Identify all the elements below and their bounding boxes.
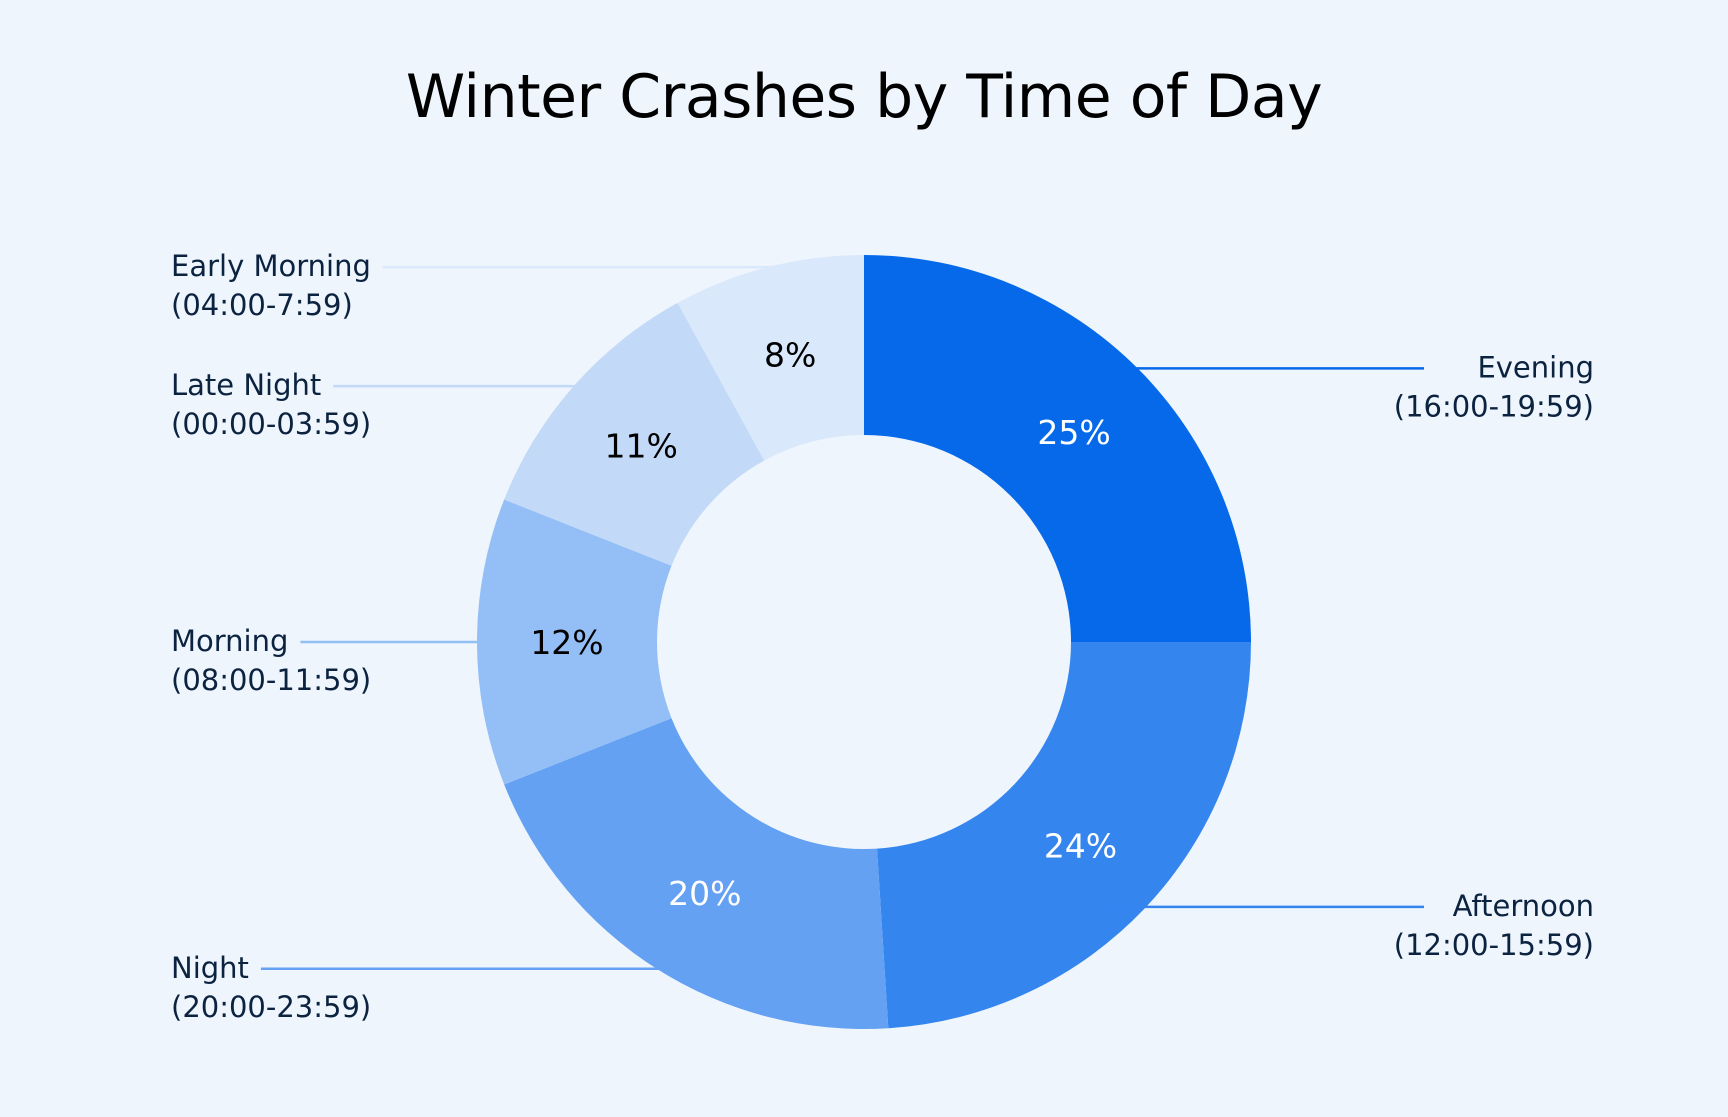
- category-range-evening: (16:00-19:59): [1394, 389, 1594, 423]
- category-name-morning: Morning: [171, 624, 288, 658]
- category-label-late-night: Late Night (00:00-03:59): [171, 368, 371, 441]
- category-name-early-morning: Early Morning: [171, 249, 371, 283]
- slice-evening: [864, 255, 1251, 642]
- percent-label-early-morning: 8%: [764, 335, 816, 374]
- category-range-early-morning: (04:00-7:59): [171, 288, 353, 322]
- category-labels-layer: Evening (16:00-19:59) Afternoon (12:00-15:5…: [171, 249, 1594, 1024]
- percent-label-late-night: 11%: [605, 427, 678, 466]
- category-name-night: Night: [171, 951, 249, 985]
- category-label-early-morning: Early Morning (04:00-7:59): [171, 249, 371, 322]
- leader-lines-layer: [260, 265, 1424, 971]
- category-label-afternoon: Afternoon (12:00-15:59): [1394, 889, 1594, 962]
- percent-label-night: 20%: [668, 874, 741, 913]
- slice-morning: [477, 499, 672, 785]
- slice-late-night: [504, 302, 765, 566]
- category-label-morning: Morning (08:00-11:59): [171, 624, 371, 697]
- category-name-late-night: Late Night: [171, 368, 321, 402]
- percent-label-morning: 12%: [530, 623, 603, 662]
- category-label-evening: Evening (16:00-19:59): [1394, 350, 1594, 423]
- percent-labels-layer: 25% 24% 20% 12% 11% 8%: [530, 335, 1117, 912]
- category-range-late-night: (00:00-03:59): [171, 407, 371, 441]
- slice-afternoon: [876, 642, 1251, 1029]
- category-range-morning: (08:00-11:59): [171, 663, 371, 697]
- slice-early-morning: [677, 255, 864, 461]
- percent-label-afternoon: 24%: [1044, 826, 1117, 865]
- chart-title: Winter Crashes by Time of Day: [405, 62, 1323, 132]
- slices-layer: [477, 255, 1251, 1029]
- category-range-night: (20:00-23:59): [171, 990, 371, 1024]
- category-name-afternoon: Afternoon: [1453, 889, 1594, 923]
- category-range-afternoon: (12:00-15:59): [1394, 928, 1594, 962]
- category-label-night: Night (20:00-23:59): [171, 951, 371, 1024]
- category-name-evening: Evening: [1477, 350, 1594, 384]
- percent-label-evening: 25%: [1037, 413, 1110, 452]
- slice-night: [504, 718, 889, 1029]
